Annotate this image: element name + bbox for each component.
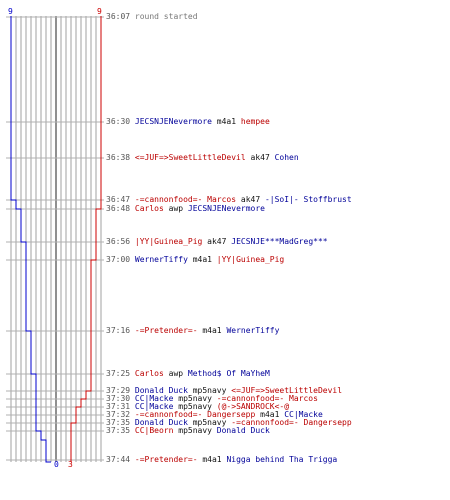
event-text: JECSNJE***MadGreg*** xyxy=(231,237,328,246)
event-text: -|SoI|- Stoffbrust xyxy=(264,195,352,204)
event-time: 37:16 xyxy=(106,326,135,335)
event-row: 37:32 -=cannonfood=- Dangersepp m4a1 CC|… xyxy=(106,410,323,419)
event-text: -=cannonfood=- Marcos xyxy=(134,195,237,204)
event-text: ak47 xyxy=(245,153,275,162)
event-text: JECSNJENevermore xyxy=(134,117,212,126)
event-text: CC|Macke xyxy=(134,394,174,403)
event-time: 37:29 xyxy=(106,386,135,395)
red-start-count: 9 xyxy=(97,7,102,16)
event-time: 37:25 xyxy=(106,369,135,378)
blue-start-count: 9 xyxy=(8,7,13,16)
event-text: CC|Macke xyxy=(134,402,174,411)
event-text: m4a1 xyxy=(197,455,227,464)
team-alive-graph xyxy=(6,16,104,463)
event-time: 36:30 xyxy=(106,117,135,126)
event-row: 36:30 JECSNJENevermore m4a1 hempee xyxy=(106,117,270,126)
event-row: 37:16 -=Pretender=- m4a1 WernerTiffy xyxy=(106,326,279,335)
event-text: (@->SANDROCK<-@ xyxy=(216,402,290,411)
event-text: mp5navy xyxy=(173,402,217,411)
event-text: ak47 xyxy=(236,195,265,204)
event-text: -=cannonfood=- Dangersepp xyxy=(134,410,256,419)
event-row: 37:31 CC|Macke mp5navy (@->SANDROCK<-@ xyxy=(106,402,289,411)
event-text: WernerTiffy xyxy=(226,326,280,335)
event-row: 36:07 round started xyxy=(106,12,198,21)
event-row: 37:30 CC|Macke mp5navy -=cannonfood=- Ma… xyxy=(106,394,318,403)
event-text: mp5navy xyxy=(173,426,217,435)
event-text: m4a1 xyxy=(211,117,241,126)
event-text: Carlos xyxy=(134,369,164,378)
event-time: 37:44 xyxy=(106,455,135,464)
event-time: 36:48 xyxy=(106,204,135,213)
event-text: <=JUF=>SweetLittleDevil xyxy=(134,153,246,162)
red-team-line xyxy=(70,16,102,462)
event-row: 37:29 Donald Duck mp5navy <=JUF=>SweetLi… xyxy=(106,386,342,395)
event-text: m4a1 xyxy=(197,326,227,335)
event-row: 37:00 WernerTiffy m4a1 |YY|Guinea_Pig xyxy=(106,255,284,264)
event-text: awp xyxy=(163,204,188,213)
event-row: 36:48 Carlos awp JECSNJENevermore xyxy=(106,204,265,213)
event-text: -=cannonfood=- Marcos xyxy=(216,394,318,403)
event-row: 37:35 CC|Beorn mp5navy Donald Duck xyxy=(106,426,270,435)
event-time: 37:00 xyxy=(106,255,135,264)
event-text: Carlos xyxy=(134,204,164,213)
event-text: CC|Macke xyxy=(284,410,323,419)
event-text: Method$ Of MaYheM xyxy=(187,369,270,378)
red-end-count: 3 xyxy=(68,460,73,469)
event-text: awp xyxy=(163,369,188,378)
event-text: mp5navy xyxy=(173,394,217,403)
event-text: WernerTiffy xyxy=(134,255,188,264)
event-text: Donald Duck xyxy=(134,418,188,427)
event-row: 37:44 -=Pretender=- m4a1 Nigga behind Th… xyxy=(106,455,337,464)
event-row: 36:38 <=JUF=>SweetLittleDevil ak47 Cohen xyxy=(106,153,299,162)
event-time: 36:56 xyxy=(106,237,135,246)
event-time: 37:30 xyxy=(106,394,135,403)
event-text: mp5navy xyxy=(187,386,232,395)
event-text: Cohen xyxy=(274,153,299,162)
event-time: 36:07 xyxy=(106,12,135,21)
event-time: 36:47 xyxy=(106,195,135,204)
event-time: 37:35 xyxy=(106,418,135,427)
event-text: -=Pretender=- xyxy=(134,455,198,464)
event-row: 36:56 |YY|Guinea_Pig ak47 JECSNJE***MadG… xyxy=(106,237,328,246)
blue-end-count: 0 xyxy=(54,460,59,469)
event-row: 37:25 Carlos awp Method$ Of MaYheM xyxy=(106,369,270,378)
event-text: JECSNJENevermore xyxy=(187,204,265,213)
event-time: 37:32 xyxy=(106,410,135,419)
event-text: |YY|Guinea_Pig xyxy=(134,237,203,246)
event-text: CC|Beorn xyxy=(134,426,174,435)
event-text: hempee xyxy=(240,117,270,126)
event-time: 36:38 xyxy=(106,153,135,162)
event-time: 37:31 xyxy=(106,402,135,411)
event-row: 37:35 Donald Duck mp5navy -=cannonfood=-… xyxy=(106,418,352,427)
event-row: 36:47 -=cannonfood=- Marcos ak47 -|SoI|-… xyxy=(106,195,352,204)
blue-team-line xyxy=(10,16,51,463)
event-text: m4a1 xyxy=(255,410,285,419)
event-text: round started xyxy=(134,12,198,21)
event-text: Donald Duck xyxy=(216,426,270,435)
event-text: m4a1 xyxy=(187,255,217,264)
event-text: <=JUF=>SweetLittleDevil xyxy=(231,386,343,395)
event-text: -=Pretender=- xyxy=(134,326,198,335)
event-text: Nigga behind Tha Trigga xyxy=(226,455,338,464)
event-text: |YY|Guinea_Pig xyxy=(216,255,285,264)
event-text: -=cannonfood=- Dangersepp xyxy=(231,418,352,427)
event-text: Donald Duck xyxy=(134,386,188,395)
event-text: mp5navy xyxy=(187,418,232,427)
event-time: 37:35 xyxy=(106,426,135,435)
event-text: ak47 xyxy=(202,237,232,246)
